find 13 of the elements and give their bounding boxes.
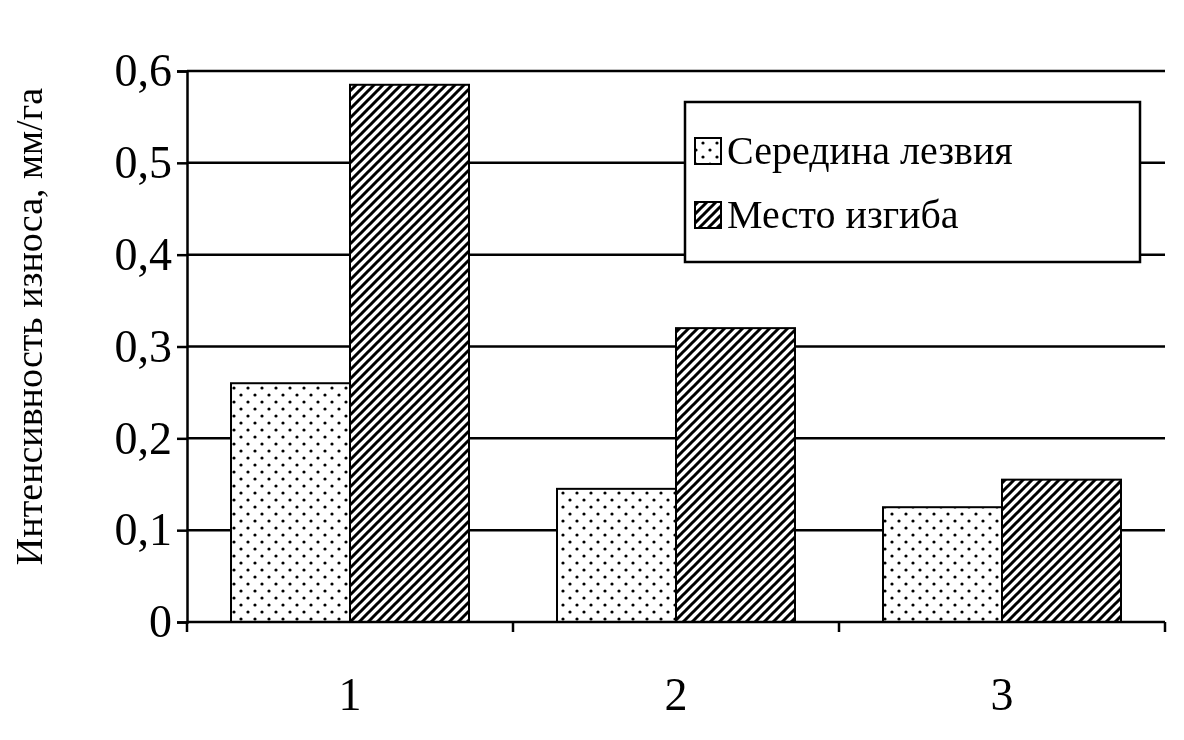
x-tick-label: 3 xyxy=(990,669,1014,720)
y-tick-label: 0,5 xyxy=(114,137,172,189)
y-tick-label: 0,1 xyxy=(114,504,172,556)
legend-label: Середина лезвия xyxy=(727,128,1013,173)
y-axis-title: Интенсивность износа, мм/га xyxy=(8,87,50,566)
y-tick-label: 0,3 xyxy=(114,320,172,372)
y-tick-label: 0 xyxy=(149,596,172,648)
y-tick-label: 0,4 xyxy=(114,228,172,280)
legend-label: Место изгиба xyxy=(727,192,959,237)
x-tick-label: 2 xyxy=(664,669,688,720)
y-tick-label: 0,6 xyxy=(114,45,172,97)
x-tick-label: 1 xyxy=(338,669,362,720)
y-tick-label: 0,2 xyxy=(114,412,172,464)
